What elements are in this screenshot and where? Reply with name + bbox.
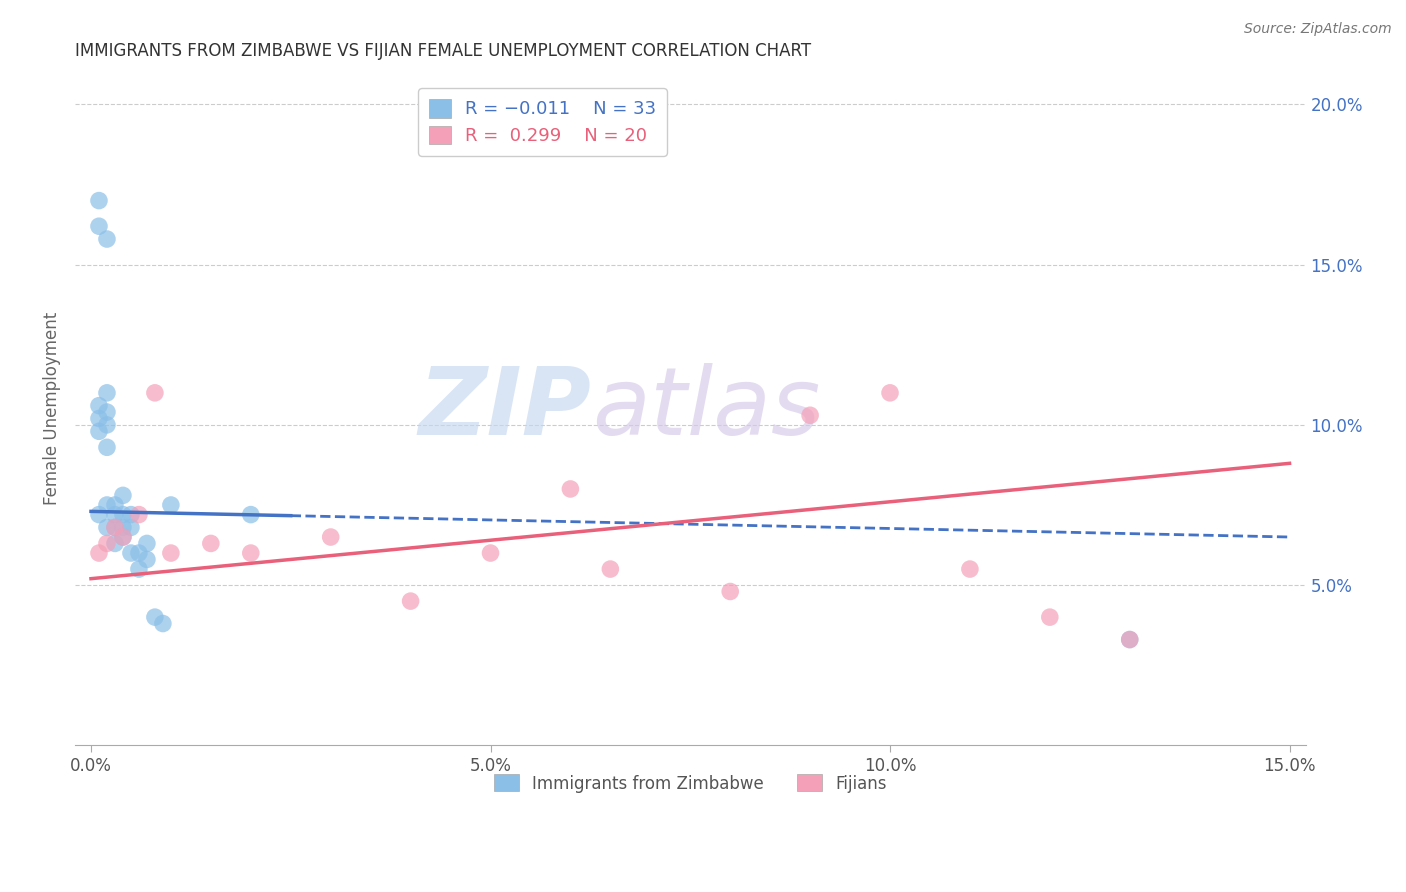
Text: Source: ZipAtlas.com: Source: ZipAtlas.com [1244,22,1392,37]
Point [104,536,127,550]
Point [128,546,150,560]
Point [160,498,183,512]
Point [87,546,110,560]
Point [135,536,157,550]
Point [152,616,174,631]
Point [128,508,150,522]
Point [143,610,166,624]
Point [87,508,110,522]
Point [135,552,157,566]
Point [399,594,422,608]
Point [87,399,110,413]
Y-axis label: Female Unemployment: Female Unemployment [44,312,60,506]
Point [96,417,118,432]
Point [111,520,134,534]
Point [120,546,142,560]
Point [319,530,342,544]
Point [111,530,134,544]
Point [560,482,582,496]
Point [111,508,134,522]
Point [111,530,134,544]
Point [104,520,127,534]
Point [96,440,118,454]
Point [128,562,150,576]
Point [87,194,110,208]
Text: atlas: atlas [592,363,820,454]
Point [120,508,142,522]
Text: IMMIGRANTS FROM ZIMBABWE VS FIJIAN FEMALE UNEMPLOYMENT CORRELATION CHART: IMMIGRANTS FROM ZIMBABWE VS FIJIAN FEMAL… [75,42,811,60]
Point [959,562,981,576]
Point [96,385,118,400]
Point [104,498,127,512]
Legend: Immigrants from Zimbabwe, Fijians: Immigrants from Zimbabwe, Fijians [482,763,898,805]
Point [96,405,118,419]
Point [104,508,127,522]
Point [96,520,118,534]
Point [87,219,110,234]
Point [239,546,262,560]
Point [1039,610,1062,624]
Text: ZIP: ZIP [419,363,592,455]
Point [200,536,222,550]
Point [87,411,110,425]
Point [479,546,502,560]
Point [239,508,262,522]
Point [143,385,166,400]
Point [111,488,134,502]
Point [1119,632,1142,647]
Point [96,536,118,550]
Point [87,425,110,439]
Point [599,562,621,576]
Point [104,520,127,534]
Point [718,584,741,599]
Point [96,232,118,246]
Point [96,498,118,512]
Point [879,385,901,400]
Point [120,520,142,534]
Point [799,409,821,423]
Point [160,546,183,560]
Point [1119,632,1142,647]
